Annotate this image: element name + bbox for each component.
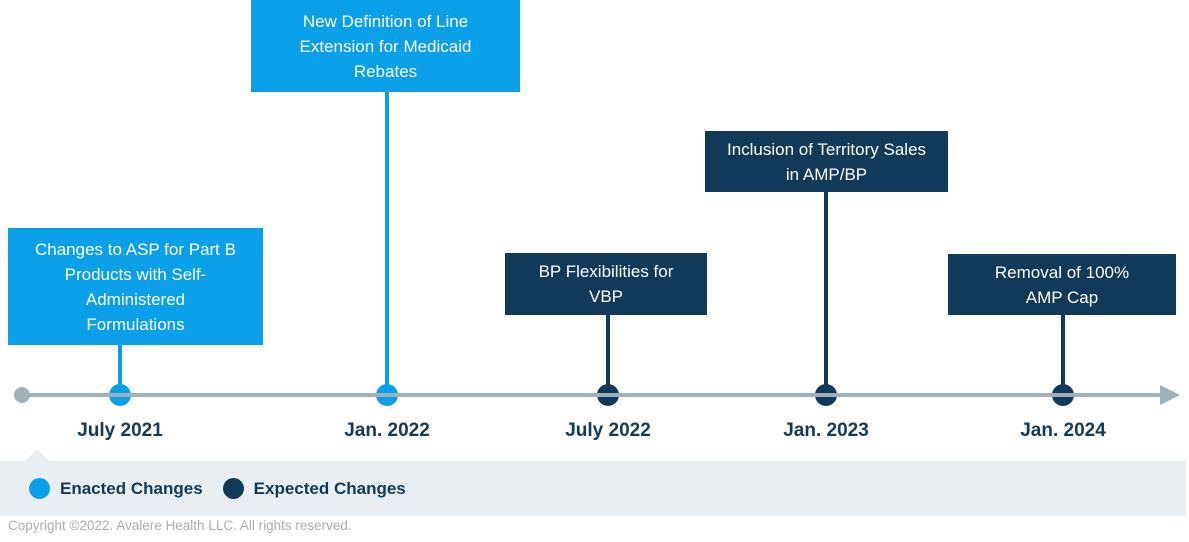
event-connector-line bbox=[118, 345, 122, 395]
event-date-label: July 2021 bbox=[77, 420, 163, 441]
event-date-label: Jan. 2022 bbox=[344, 420, 430, 441]
event-label: Changes to ASP for Part B Products with … bbox=[35, 239, 236, 334]
event-label: New Definition of Line Extension for Med… bbox=[299, 11, 472, 81]
event-date-label: July 2022 bbox=[565, 420, 651, 441]
event-label-box: BP Flexibilities for VBP bbox=[505, 253, 707, 315]
event-connector-line bbox=[1061, 315, 1065, 395]
event-label: BP Flexibilities for VBP bbox=[538, 262, 674, 306]
event-date-label: Jan. 2024 bbox=[1020, 420, 1106, 441]
timeline-axis-line bbox=[22, 393, 1162, 397]
legend-label: Expected Changes bbox=[253, 478, 406, 498]
expected-dot-icon bbox=[222, 478, 244, 499]
axis-arrow-icon bbox=[1160, 385, 1180, 405]
legend-bar: Enacted Changes Expected Changes bbox=[0, 461, 1186, 516]
event-label: Removal of 100% AMP Cap bbox=[994, 262, 1130, 307]
copyright-text: Copyright ©2022. Avalere Health LLC. All… bbox=[8, 518, 352, 533]
event-label-box: Removal of 100% AMP Cap bbox=[948, 254, 1176, 315]
legend-item-enacted: Enacted Changes bbox=[29, 478, 203, 499]
legend-label: Enacted Changes bbox=[60, 478, 203, 498]
event-date-label: Jan. 2023 bbox=[783, 420, 869, 441]
enacted-dot-icon bbox=[29, 478, 50, 499]
event-connector-line bbox=[824, 192, 828, 395]
legend-item-expected: Expected Changes bbox=[222, 478, 406, 499]
event-label: Inclusion of Territory Sales in AMP/BP bbox=[726, 139, 927, 184]
event-connector-line bbox=[606, 315, 610, 395]
event-label-box: Changes to ASP for Part B Products with … bbox=[8, 228, 263, 345]
event-label-box: Inclusion of Territory Sales in AMP/BP bbox=[705, 131, 948, 192]
legend-notch bbox=[25, 449, 49, 461]
event-connector-line bbox=[385, 92, 389, 395]
event-label-box: New Definition of Line Extension for Med… bbox=[251, 0, 520, 92]
